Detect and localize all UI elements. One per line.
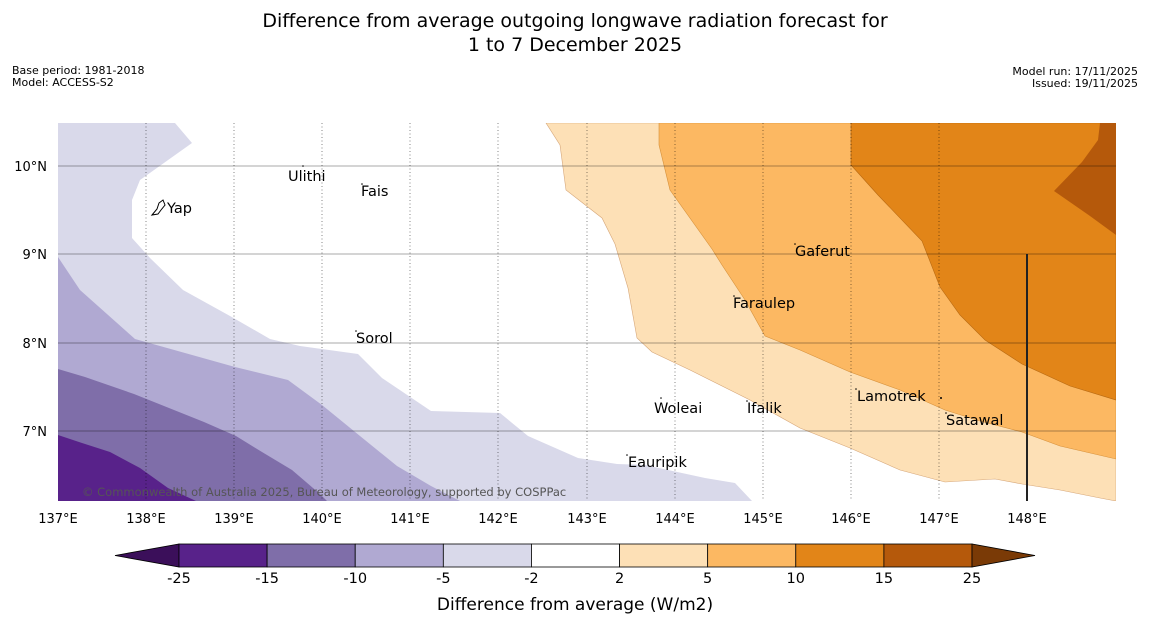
x-tick-label: 146°E <box>831 512 871 527</box>
y-tick-label: 8°N <box>23 337 48 352</box>
island-dot <box>361 183 363 185</box>
colorbar-swatch <box>354 543 444 568</box>
island-dot <box>855 388 857 390</box>
x-tick-label: 147°E <box>919 512 959 527</box>
lon-gridlines <box>145 123 940 501</box>
colorbar-label: Difference from average (W/m2) <box>437 595 713 615</box>
chart-title: Difference from average outgoing longwav… <box>0 9 1150 57</box>
colorbar-tick-label: -5 <box>436 571 450 587</box>
colorbar-tick-label: 10 <box>787 571 805 587</box>
contour-fills <box>58 123 1116 501</box>
colorbar-swatch <box>883 543 973 568</box>
y-tick-label: 9°N <box>23 248 48 263</box>
contour-plus10-to-plus15 <box>850 123 1116 401</box>
colorbar-tick-label: 2 <box>615 571 624 587</box>
island-dot <box>940 397 942 399</box>
colorbar-tick-label: 5 <box>703 571 712 587</box>
colorbar-swatches <box>114 543 1036 568</box>
place-label-yap: Yap <box>166 201 192 217</box>
x-tick-label: 145°E <box>743 512 783 527</box>
model-run-text: Model run: 17/11/2025 <box>1012 65 1138 78</box>
island-markers <box>150 165 947 456</box>
colorbar-tick-label: -25 <box>167 571 191 587</box>
x-tick-label: 141°E <box>390 512 430 527</box>
x-tick-label: 139°E <box>214 512 254 527</box>
x-tick-label: 137°E <box>38 512 78 527</box>
place-label-lamotrek: Lamotrek <box>857 389 926 405</box>
colorbar-tick-label: 15 <box>875 571 893 587</box>
x-axis-labels: 137°E 138°E 139°E 140°E 141°E 142°E 143°… <box>38 512 1047 527</box>
island-dot <box>626 454 628 456</box>
colorbar-tick-labels: -25 -15 -10 -5 -2 2 5 10 15 25 <box>167 571 981 587</box>
y-axis-labels: 10°N 9°N 8°N 7°N <box>14 160 47 440</box>
colorbar-swatch <box>795 543 885 568</box>
place-label-gaferut: Gaferut <box>795 244 850 260</box>
contour-plus15-to-plus25 <box>1054 123 1116 235</box>
colorbar-tick-label: -15 <box>255 571 279 587</box>
island-dot <box>794 243 796 245</box>
x-tick-label: 142°E <box>478 512 518 527</box>
colorbar-swatch <box>707 543 797 568</box>
place-label-fais: Fais <box>361 184 388 200</box>
y-tick-label: 7°N <box>23 425 48 440</box>
title-line-2: 1 to 7 December 2025 <box>467 34 683 56</box>
meta-right: Model run: 17/11/2025 Issued: 19/11/2025 <box>1012 66 1138 90</box>
place-label-eauripik: Eauripik <box>628 455 687 471</box>
x-tick-label: 143°E <box>567 512 607 527</box>
island-dot <box>302 165 304 167</box>
title-line-1: Difference from average outgoing longwav… <box>262 10 888 32</box>
place-label-woleai: Woleai <box>654 401 702 417</box>
yap-island-icon <box>150 199 166 216</box>
place-label-ulithi: Ulithi <box>288 169 326 185</box>
place-label-ifalik: Ifalik <box>747 401 782 417</box>
colorbar-swatch <box>619 543 709 568</box>
copyright-text: © Commonwealth of Australia 2025, Bureau… <box>82 485 566 499</box>
island-dot <box>355 330 357 332</box>
colorbar-tick-label: -10 <box>343 571 367 587</box>
island-dot <box>746 400 748 402</box>
x-tick-label: 144°E <box>655 512 695 527</box>
place-label-sorol: Sorol <box>356 331 393 347</box>
colorbar-swatch <box>442 543 532 568</box>
colorbar-swatch <box>531 543 620 568</box>
base-period-text: Base period: 1981-2018 <box>12 64 145 77</box>
colorbar-extend-high <box>971 543 1036 568</box>
y-tick-label: 10°N <box>14 160 47 175</box>
map-plot: Ulithi Fais Yap Gaferut Faraulep Sorol L… <box>14 123 1116 527</box>
model-text: Model: ACCESS-S2 <box>12 76 114 89</box>
x-tick-label: 148°E <box>1007 512 1047 527</box>
colorbar-swatch <box>178 543 268 568</box>
place-labels: Ulithi Fais Yap Gaferut Faraulep Sorol L… <box>166 169 1003 471</box>
colorbar-extend-low <box>114 543 180 568</box>
x-tick-label: 138°E <box>126 512 166 527</box>
island-dot <box>733 295 735 297</box>
place-label-satawal: Satawal <box>946 413 1003 429</box>
colorbar-swatch <box>266 543 356 568</box>
colorbar-tick-label: -2 <box>524 571 538 587</box>
island-dot <box>660 397 662 399</box>
x-tick-label: 140°E <box>302 512 342 527</box>
place-label-faraulep: Faraulep <box>733 296 795 312</box>
issued-text: Issued: 19/11/2025 <box>1031 77 1138 90</box>
island-dot <box>945 412 947 414</box>
contour-minus15-to-minus25 <box>58 435 196 501</box>
colorbar-tick-label: 25 <box>963 571 981 587</box>
meta-left: Base period: 1981-2018 Model: ACCESS-S2 <box>12 65 144 89</box>
